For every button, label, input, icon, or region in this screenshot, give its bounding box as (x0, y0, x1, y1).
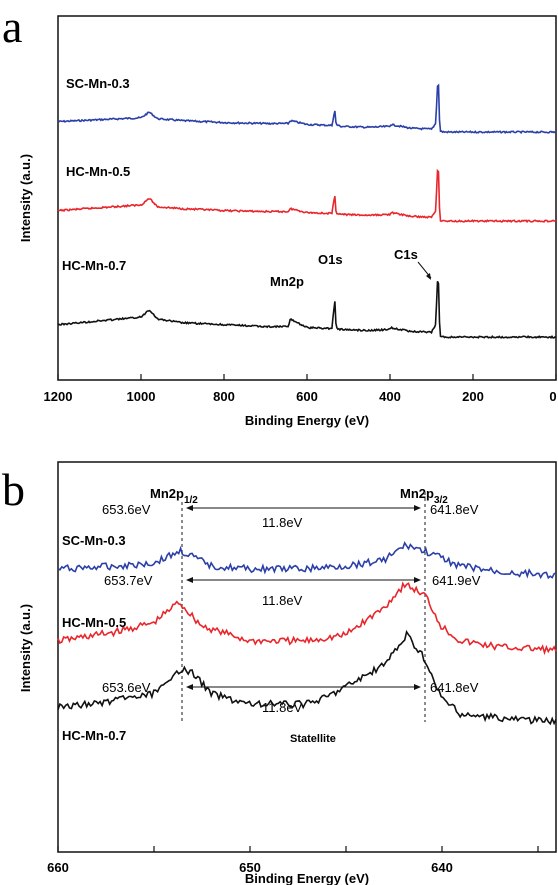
panel-a-annotation-o1s: O1s (318, 252, 343, 267)
panel-b: b 660 650 640 Binding Energy (eV) Intens… (2, 461, 557, 885)
panel-a-series-label: SC-Mn-0.3 (66, 76, 130, 91)
panel-b-value-left: 653.6eV (102, 680, 151, 695)
panel-b-peak-mn2p-3-2: Mn2p3/2 (400, 486, 448, 506)
panel-b-frame (57, 461, 557, 853)
panel-a-xtick-label: 1200 (44, 389, 73, 404)
panel-b-series-label: HC-Mn-0.7 (62, 728, 126, 743)
panel-a: a 1200 1000 800 600 400 200 0 Binding En… (2, 1, 557, 428)
panel-a-series-sc-mn-0-3 (57, 83, 557, 135)
panel-b-satellite-label: Statellite (290, 733, 336, 745)
panel-b-series-hc-mn-0-7 (57, 629, 557, 726)
panel-b-value-left: 653.7eV (104, 573, 153, 588)
panel-b-x-axis-title: Binding Energy (eV) (245, 871, 369, 885)
panel-b-x-ticks (57, 846, 539, 852)
panel-b-splitting-arrow-1 (186, 505, 421, 511)
panel-a-annotation-mn2p: Mn2p (270, 274, 304, 289)
panel-a-xtick-label: 600 (296, 389, 318, 404)
panel-b-value-delta: 11.8eV (262, 515, 303, 530)
panel-a-series-hc-mn-0-7 (57, 280, 557, 340)
panel-b-series-hc-mn-0-5 (57, 581, 557, 656)
panel-a-series-hc-mn-0-5 (57, 168, 557, 224)
panel-b-series-label: HC-Mn-0.5 (62, 615, 126, 630)
panel-a-y-axis-title: Intensity (a.u.) (18, 154, 33, 242)
panel-a-xtick-label: 200 (462, 389, 484, 404)
panel-b-series-label: SC-Mn-0.3 (62, 533, 126, 548)
panel-b-value-left: 653.6eV (102, 502, 151, 517)
panel-b-value-right: 641.9eV (432, 573, 481, 588)
panel-b-peak-mn2p-1-2: Mn2p1/2 (150, 486, 198, 506)
panel-b-series-sc-mn-0-3 (57, 541, 557, 580)
panel-a-frame (57, 15, 557, 381)
panel-a-annotation-c1s: C1s (394, 247, 418, 262)
panel-a-series-label: HC-Mn-0.7 (62, 258, 126, 273)
panel-b-value-right: 641.8eV (430, 680, 479, 695)
panel-b-splitting-arrow-3 (186, 684, 421, 690)
panel-b-value-right: 641.8eV (430, 502, 479, 517)
panel-a-x-ticks (57, 374, 557, 380)
panel-a-xtick-label: 400 (379, 389, 401, 404)
panel-a-letter: a (2, 1, 22, 52)
panel-b-xtick-label: 660 (47, 860, 69, 875)
panel-a-x-axis-title: Binding Energy (eV) (245, 413, 369, 428)
panel-b-value-delta: 11.8eV (262, 593, 303, 608)
panel-a-xtick-label: 1000 (127, 389, 156, 404)
panel-a-xtick-label: 800 (213, 389, 235, 404)
panel-b-value-delta: 11.8eV (262, 700, 303, 715)
panel-b-splitting-arrow-2 (186, 577, 421, 583)
panel-a-series-label: HC-Mn-0.5 (66, 164, 130, 179)
panel-a-c1s-arrowhead (426, 273, 431, 280)
panel-b-xtick-label: 640 (431, 860, 453, 875)
panel-b-letter: b (2, 464, 25, 515)
panel-b-xtick-label: 650 (239, 860, 261, 875)
panel-b-y-axis-title: Intensity (a.u.) (18, 604, 33, 692)
panel-a-xtick-label: 0 (549, 389, 556, 404)
